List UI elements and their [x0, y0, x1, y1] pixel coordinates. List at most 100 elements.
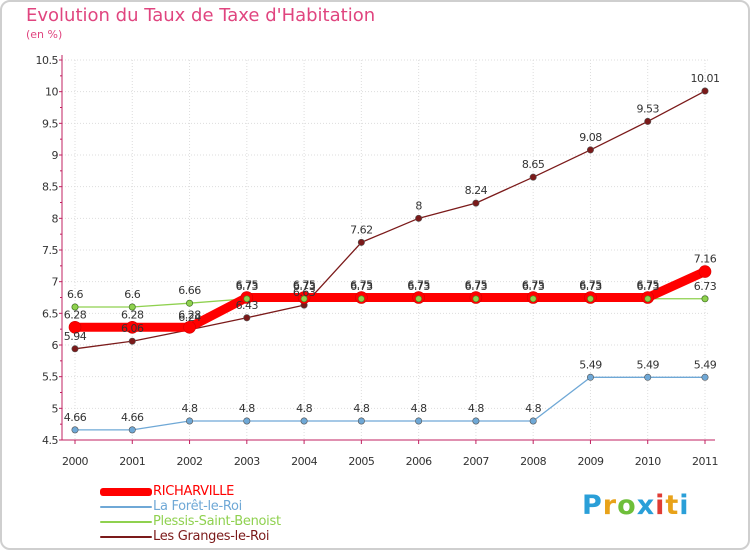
data-point: [243, 314, 251, 322]
data-label: 6.75: [293, 279, 316, 292]
data-point: [587, 295, 594, 303]
y-tick-label: 5: [52, 402, 59, 415]
series-line: [70, 267, 710, 332]
data-point: [701, 373, 709, 381]
data-point: [644, 117, 652, 125]
y-tick-label: 8.5: [42, 181, 58, 194]
data-label: 4.8: [411, 402, 427, 415]
logo-letter: o: [617, 490, 637, 521]
y-tick-label: 9.5: [42, 117, 58, 130]
y-tick-label: 9: [52, 149, 59, 162]
x-tick-label: 2006: [406, 455, 432, 468]
data-label: 6.73: [350, 280, 373, 293]
logo-letter: i: [679, 490, 690, 521]
y-tick-label: 7: [52, 276, 59, 289]
legend-label: Plessis-Saint-Benoist: [153, 514, 281, 529]
logo-letter: r: [602, 490, 618, 521]
data-label: 6.63: [293, 286, 316, 299]
series-line: [74, 90, 706, 350]
legend-swatch: [100, 521, 152, 523]
y-tick-label: 5.5: [42, 371, 58, 384]
x-tick-label: 2001: [119, 455, 145, 468]
data-label: 4.66: [64, 411, 87, 424]
y-tick-label: 6.5: [42, 307, 58, 320]
data-label: 6.75: [236, 279, 259, 292]
data-label: 6.73: [465, 280, 488, 293]
data-point: [128, 303, 136, 311]
data-label: 5.49: [694, 358, 717, 371]
data-point: [586, 146, 594, 154]
data-label: 6.28: [178, 308, 201, 321]
y-tick-label: 10: [45, 86, 58, 99]
logo-letter: i: [655, 490, 666, 521]
data-point: [357, 417, 365, 425]
data-label: 8.65: [522, 158, 545, 171]
x-tick-label: 2009: [577, 455, 603, 468]
data-point: [71, 426, 79, 434]
data-label: 4.8: [525, 402, 541, 415]
data-label: 6.75: [522, 279, 545, 292]
data-label: 5.49: [636, 358, 659, 371]
data-point: [701, 295, 709, 303]
data-point: [128, 426, 136, 434]
logo-letter: P: [582, 490, 603, 521]
data-point: [300, 295, 308, 303]
data-point: [186, 417, 194, 425]
logo-letter: t: [665, 490, 680, 521]
x-tick-label: 2004: [291, 455, 317, 468]
chart-subtitle: (en %): [26, 28, 63, 41]
data-label: 6.6: [124, 288, 140, 301]
data-point: [472, 295, 480, 303]
data-point: [68, 320, 82, 334]
data-label: 9.08: [579, 131, 602, 144]
series-line: [74, 376, 706, 431]
data-label: 6.73: [579, 280, 602, 293]
legend-label: Les Granges-le-Roi: [153, 529, 270, 544]
data-point: [183, 320, 196, 334]
legend-label: La Forêt-le-Roi: [153, 499, 242, 514]
data-label: 6.75: [579, 279, 602, 292]
data-label: 4.8: [468, 402, 484, 415]
data-point: [529, 173, 537, 181]
data-label: 4.8: [353, 402, 369, 415]
data-point: [529, 417, 537, 425]
data-label: 4.8: [239, 402, 255, 415]
data-label: 7.62: [350, 223, 373, 236]
data-label: 6.73: [636, 280, 659, 293]
data-label: 6.73: [694, 280, 717, 293]
data-point: [128, 337, 136, 345]
data-point: [415, 214, 423, 222]
data-point: [529, 295, 537, 303]
data-label: 5.49: [579, 358, 602, 371]
data-point: [358, 295, 365, 303]
y-tick-label: 10.5: [36, 54, 59, 67]
data-label: 6.73: [236, 280, 259, 293]
data-point: [586, 373, 594, 381]
x-tick-label: 2002: [177, 455, 203, 468]
data-point: [472, 199, 480, 207]
y-tick-label: 4.5: [42, 434, 58, 447]
data-point: [243, 295, 251, 303]
data-label: 7.16: [694, 253, 717, 266]
data-point: [415, 417, 423, 425]
data-label: 8.24: [465, 184, 488, 197]
x-tick-label: 2011: [692, 455, 718, 468]
chart-title: Evolution du Taux de Taxe d'Habitation: [26, 5, 376, 26]
data-label: 6.73: [407, 280, 430, 293]
data-label: 5.94: [64, 330, 87, 343]
data-label: 6.66: [178, 284, 201, 297]
data-label: 6.28: [64, 308, 87, 321]
data-label: 6.73: [522, 280, 545, 293]
data-label: 6.24: [178, 311, 201, 324]
data-point: [701, 87, 709, 95]
data-point: [415, 295, 422, 303]
y-tick-label: 6: [52, 339, 59, 352]
data-point: [472, 417, 480, 425]
logo-letter: x: [636, 490, 656, 521]
data-label: 9.53: [636, 102, 659, 115]
legend-swatch: [100, 506, 152, 508]
data-point: [71, 345, 79, 353]
x-tick-label: 2008: [520, 455, 546, 468]
x-tick-label: 2003: [234, 455, 260, 468]
